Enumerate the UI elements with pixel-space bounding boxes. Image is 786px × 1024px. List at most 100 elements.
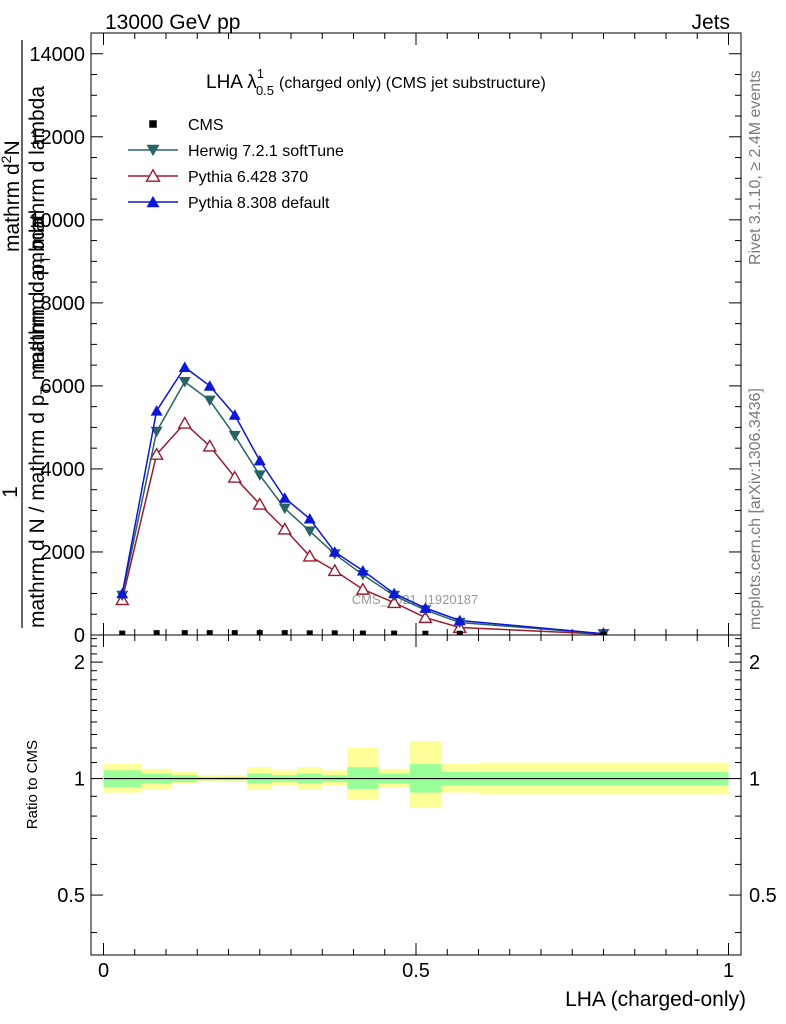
series-point: [203, 380, 216, 391]
ratio-ytick-label-right: 2: [749, 652, 760, 674]
series-point: [149, 447, 164, 460]
rivet-label: Rivet 3.1.10, ≥ 2.4M events: [747, 70, 764, 265]
ylabel-dn: mathrm d N / mathrm d pT mathrm d lambda: [26, 216, 53, 628]
series-point: [303, 513, 316, 524]
legend-label: Pythia 6.428 370: [188, 169, 308, 186]
series-point: [253, 454, 266, 466]
ylabel-d2n-main: mathrm d: [1, 163, 24, 252]
series-3: [116, 361, 608, 635]
legend-label: Herwig 7.2.1 softTune: [188, 143, 344, 160]
series-point: [418, 610, 433, 624]
series-point: [331, 630, 338, 635]
series-point: [306, 630, 313, 635]
series-point: [391, 630, 398, 635]
title-tail: (charged only) (CMS jet substructure): [279, 75, 546, 92]
legend-label: Pythia 8.308 default: [188, 195, 330, 212]
main-ytick-label: 8000: [41, 293, 86, 315]
main-ytick-label: 0: [74, 625, 85, 647]
series-point: [228, 430, 241, 442]
ylabel-dpt-main: mathrm d p: [26, 264, 49, 370]
legend-entry: Herwig 7.2.1 softTune: [128, 143, 344, 160]
legend-entry: Pythia 8.308 default: [128, 195, 330, 212]
series-point: [281, 630, 288, 635]
series-point: [178, 376, 191, 388]
series-point: [327, 563, 342, 577]
series-point: [202, 438, 217, 452]
ylabel-d2n-sup: 2: [0, 155, 14, 163]
mcplots-label: mcplots.cern.ch [arXiv:1306.3436]: [747, 388, 764, 630]
ratio-xtick-labels: 0 0.5 1: [98, 960, 734, 982]
title-lambda: LHA λ: [206, 72, 257, 93]
title-sub: 0.5: [256, 83, 274, 98]
series-point: [253, 470, 266, 481]
watermark-text: CMS_2021_I1920187: [352, 592, 479, 607]
series-point: [386, 595, 402, 609]
ratio-panel: 0.5 0.5 1 1 2 2 0 0.5 1 Ratio to CMS LHA (charg…: [24, 634, 777, 1011]
ratio-ylabel: Ratio to CMS: [24, 740, 41, 829]
series-0: [119, 630, 607, 635]
series-point: [153, 630, 160, 635]
series-point: [419, 602, 432, 613]
ratio-ytick-label: 2: [74, 652, 85, 674]
ylabel-d2n: mathrm d2N: [0, 140, 24, 252]
legend-entry: Pythia 6.428 370: [128, 168, 308, 186]
series-point: [177, 416, 192, 429]
series-point: [453, 614, 466, 626]
main-series: [115, 361, 610, 635]
main-ytick-label: 12000: [29, 127, 85, 149]
series-point: [359, 630, 366, 635]
series-point: [456, 630, 463, 635]
series-point: [355, 582, 371, 595]
ylabel-d2n-tail: N: [1, 140, 24, 155]
series-point: [302, 549, 317, 562]
main-ticks: [91, 33, 741, 636]
ylabel-dn-main: mathrm d N / mathrm d p: [26, 395, 49, 628]
series-point: [303, 526, 316, 537]
legend-marker: [146, 195, 160, 208]
header-right: Jets: [691, 11, 730, 34]
ylabel-dn-tail: mathrm d lambda: [26, 216, 49, 386]
ratio-xtick-label: 1: [723, 960, 734, 982]
series-point: [277, 522, 292, 535]
ratio-ytick-label-right: 1: [749, 769, 760, 791]
ylabel-one: 1: [0, 486, 22, 498]
main-ylabel: 1 mathrm d N / mathrm d pT mathrm d lamb…: [0, 40, 53, 628]
series-point: [252, 497, 267, 510]
ratio-frame: [90, 634, 742, 956]
legend-marker: [145, 168, 161, 182]
ylabel-dn-sub: T: [37, 386, 53, 395]
series-point: [206, 630, 213, 635]
series-point: [278, 492, 291, 503]
ratio-ytick-labels: 0.5 0.5 1 1 2 2: [57, 652, 777, 907]
ratio-ytick-label: 0.5: [57, 885, 85, 907]
legend-marker: [149, 120, 157, 128]
ratio-ytick-label-right: 0.5: [749, 885, 777, 907]
ylabel-dpt-tail: mathrm d lambda: [26, 86, 49, 256]
legend-marker: [146, 144, 160, 157]
legend-label: CMS: [188, 117, 224, 134]
series-point: [231, 630, 238, 635]
main-ytick-label: 10000: [29, 210, 85, 232]
series-point: [227, 470, 242, 483]
ylabel-dpt-sub: T: [37, 255, 53, 264]
ratio-xlabel: LHA (charged-only): [565, 988, 746, 1011]
series-point: [228, 409, 241, 420]
series-point: [119, 630, 126, 635]
main-ytick-label: 6000: [41, 376, 86, 398]
series-point: [178, 361, 191, 373]
main-ytick-label: 14000: [29, 44, 85, 66]
main-panel: 0 2000 4000 6000 8000 10000 12000 14000 CMS_202…: [29, 32, 742, 647]
header-left: 13000 GeV pp: [105, 11, 240, 34]
series-point: [388, 587, 401, 599]
ratio-ytick-label: 1: [74, 769, 85, 791]
ratio-xtick-label: 0.5: [402, 960, 430, 982]
ratio-ticks: [91, 635, 741, 955]
series-point: [116, 587, 129, 599]
series-point: [356, 564, 369, 576]
legend: CMS Herwig 7.2.1 softTune Pythia 6.428 370…: [128, 117, 344, 212]
series-point: [256, 630, 263, 635]
ratio-bands: [103, 741, 729, 808]
series-point: [422, 630, 429, 635]
series-point: [600, 631, 607, 635]
